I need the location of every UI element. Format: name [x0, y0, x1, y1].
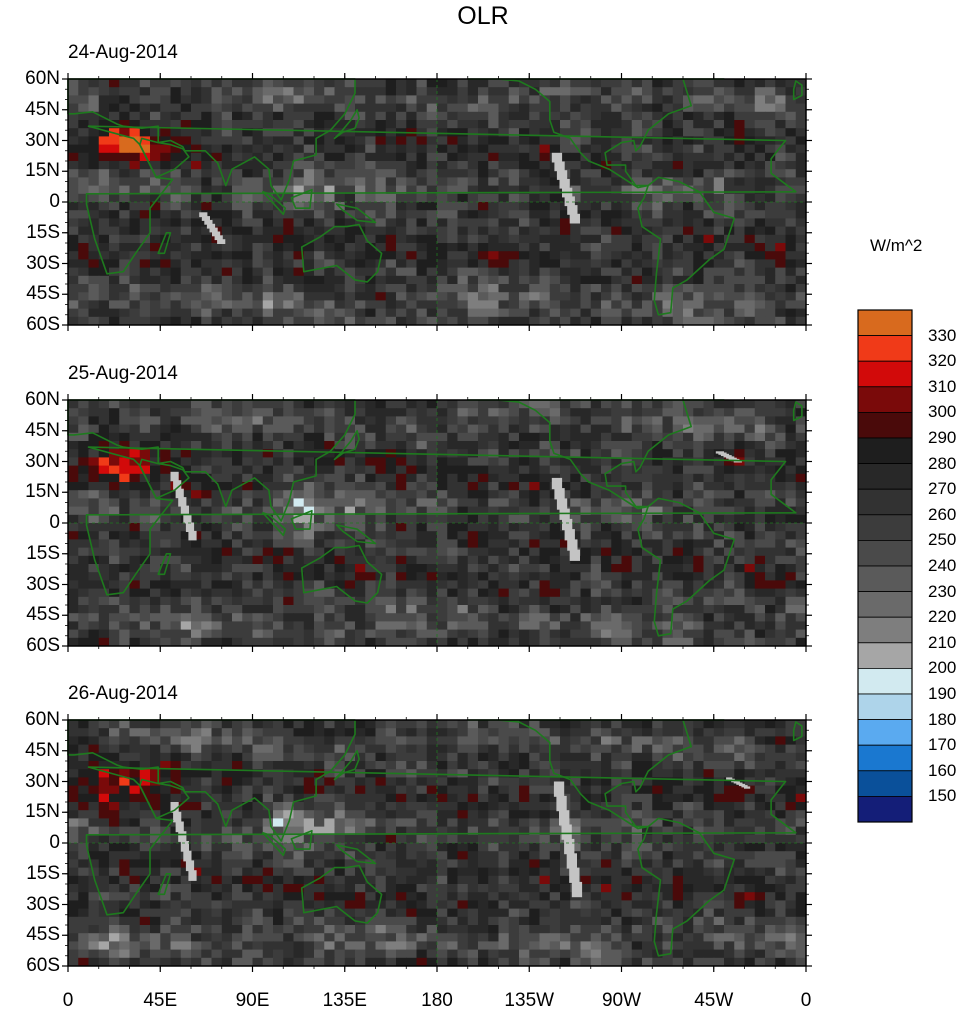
lat-tick-label: 45S: [26, 924, 60, 946]
lat-tick-label: 45N: [25, 739, 60, 761]
colorbar-label: 210: [928, 632, 957, 652]
colorbar-label: 280: [928, 453, 957, 473]
lat-tick-label: 15N: [25, 801, 60, 823]
colorbar-box: [857, 488, 913, 516]
lon-tick-label: 135E: [322, 990, 367, 1011]
colorbar-label: 260: [928, 504, 957, 524]
axis-ticks: [62, 394, 812, 652]
colorbar-box: [857, 463, 913, 490]
colorbar-box: [857, 642, 913, 669]
colorbar-box: [857, 796, 913, 823]
colorbar-box: [857, 514, 913, 541]
colorbar-label: 160: [928, 760, 957, 780]
colorbar-box: [857, 693, 913, 721]
colorbar-box: [857, 770, 913, 797]
missing-data: [199, 152, 580, 244]
lon-tick-label: 0: [800, 990, 812, 1011]
colorbar-label: 170: [928, 735, 957, 755]
lat-tick-label: 30N: [25, 770, 60, 792]
lat-tick-label: 60N: [25, 709, 60, 730]
lat-tick-label: 15S: [26, 862, 60, 884]
lat-tick-label: 15N: [25, 160, 60, 182]
lat-tick-label: 60S: [26, 955, 60, 976]
lon-tick-label: 90E: [235, 990, 270, 1011]
colorbar-label: 320: [928, 351, 957, 371]
colorbar-label: 270: [928, 479, 957, 499]
colorbar-box: [857, 565, 913, 593]
lat-tick-label: 60S: [26, 635, 60, 656]
lat-tick-label: 30N: [25, 450, 60, 472]
colorbar-box: [857, 411, 913, 439]
lon-tick-label: 45W: [694, 990, 734, 1011]
lat-tick-label: 15N: [25, 481, 60, 503]
colorbar-box: [857, 540, 913, 567]
colorbar-label: 240: [928, 556, 957, 575]
lat-tick-label: 0: [49, 832, 60, 853]
colorbar-box: [857, 386, 913, 413]
lon-tick-label: 45E: [143, 990, 178, 1011]
colorbar-box: [857, 668, 913, 695]
map-panel-3: [62, 714, 812, 972]
colorbar-box: [857, 309, 913, 337]
missing-data: [170, 451, 742, 561]
lat-tick-label: 0: [49, 512, 60, 533]
coastlines: [67, 78, 803, 316]
colorbar-box: [857, 616, 913, 644]
lat-tick-label: 60N: [25, 389, 60, 410]
lat-tick-label: 30N: [25, 129, 60, 151]
colorbar-box: [857, 360, 913, 388]
colorbar-label: 250: [928, 530, 957, 550]
axis-ticks: [62, 714, 812, 972]
panel-date-2: 25-Aug-2014: [68, 363, 178, 384]
lat-tick-label: 45S: [26, 283, 60, 305]
lat-tick-label: 30S: [26, 252, 60, 274]
colorbar: [857, 309, 913, 823]
lon-tick-label: 135W: [504, 990, 555, 1011]
lon-tick-label: 90W: [601, 990, 642, 1011]
lat-tick-label: 60S: [26, 314, 60, 335]
colorbar-box: [857, 437, 913, 465]
lat-tick-label: 30S: [26, 573, 60, 595]
coastlines: [67, 719, 803, 957]
lat-tick-label: 45N: [25, 98, 60, 120]
map-panel-1: [62, 73, 812, 331]
lat-tick-label: 15S: [26, 542, 60, 564]
colorbar-label: 290: [928, 428, 957, 447]
colorbar-label: 220: [928, 607, 957, 627]
missing-data: [170, 777, 751, 898]
colorbar-label: 150: [928, 786, 957, 806]
lon-tick-label: 180: [421, 990, 453, 1011]
colorbar-box: [857, 591, 913, 618]
axis-ticks: [62, 73, 812, 331]
lon-tick-label: 0: [62, 990, 74, 1011]
colorbar-label: 310: [928, 376, 957, 396]
lat-tick-label: 45N: [25, 419, 60, 441]
panel-date-3: 26-Aug-2014: [68, 683, 178, 704]
lat-tick-label: 45S: [26, 604, 60, 626]
colorbar-label: 200: [928, 658, 957, 678]
colorbar-label: 230: [928, 581, 957, 601]
figure-title: OLR: [457, 2, 509, 30]
lat-tick-label: 0: [49, 191, 60, 212]
colorbar-box: [857, 335, 913, 362]
colorbar-label: 330: [928, 325, 957, 345]
lat-tick-label: 30S: [26, 893, 60, 915]
colorbar-box: [857, 719, 913, 746]
panel-date-1: 24-Aug-2014: [68, 42, 178, 63]
colorbar-label: 180: [928, 709, 957, 729]
colorbar-box: [857, 744, 913, 772]
colorbar-units: W/m^2: [870, 236, 923, 255]
colorbar-label: 190: [928, 684, 957, 703]
olr-field: [68, 79, 807, 326]
map-panel-2: [62, 394, 812, 652]
colorbar-label: 300: [928, 402, 957, 422]
lat-tick-label: 60N: [25, 68, 60, 89]
lat-tick-label: 15S: [26, 221, 60, 243]
